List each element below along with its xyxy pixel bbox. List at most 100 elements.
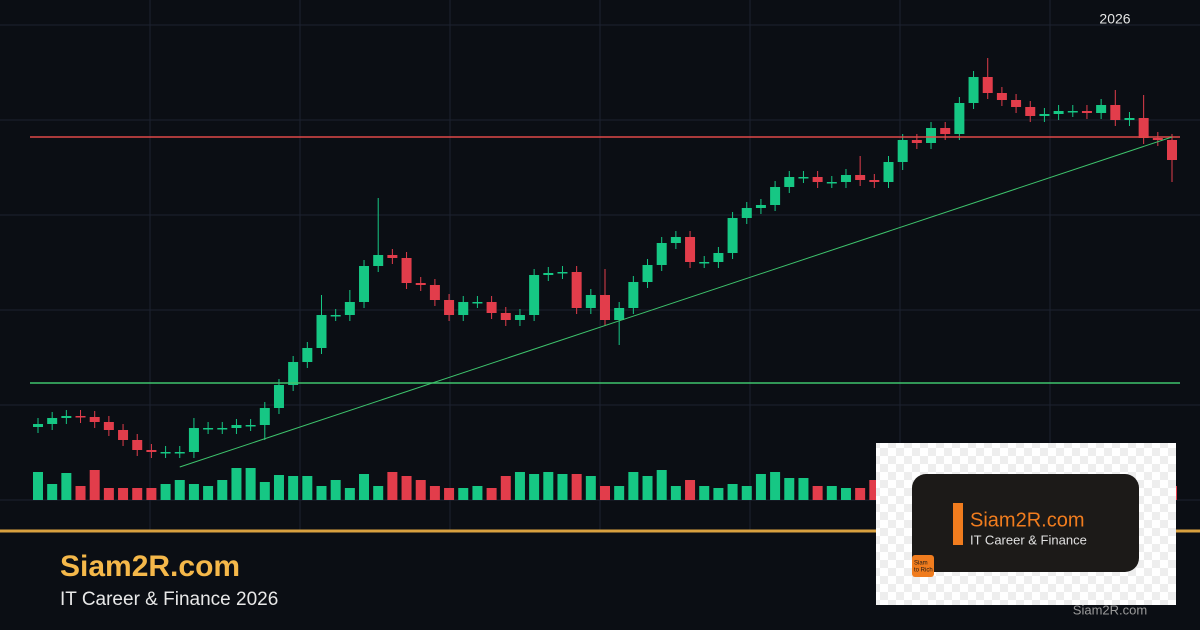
candle-body [699, 262, 710, 264]
candle-body [47, 418, 58, 424]
candle-body [302, 348, 313, 362]
candle-body [259, 408, 270, 425]
volume-bar [33, 472, 43, 500]
volume-bar [401, 476, 412, 500]
volume-bar [670, 486, 681, 500]
volume-bar [514, 472, 525, 500]
volume-bar [146, 488, 157, 500]
volume-bar [132, 488, 143, 500]
volume-bar [840, 488, 851, 500]
volume-bar [713, 488, 724, 500]
volume-bar [415, 480, 426, 500]
candle-body [897, 140, 908, 162]
candle-body [614, 308, 625, 320]
candle-body [1053, 111, 1064, 114]
candle-body [642, 265, 653, 282]
candle-body [514, 315, 525, 320]
volume-bar [472, 486, 483, 500]
volume-bar [316, 486, 327, 500]
volume-bar [699, 486, 710, 500]
trendline [179, 136, 1173, 468]
candle-body [557, 272, 568, 274]
candle-body [415, 283, 426, 285]
candle-body [273, 385, 284, 408]
candle-body [954, 103, 965, 134]
volume-bar [529, 474, 540, 500]
candle-body [1110, 105, 1121, 120]
volume-bar [89, 470, 100, 500]
candle-body [571, 272, 582, 308]
volume-bar [444, 488, 455, 500]
volume-bar [543, 472, 554, 500]
candle-body [500, 313, 511, 320]
candle-body [373, 255, 384, 266]
volume-bar [288, 476, 299, 500]
candle-body [982, 77, 993, 93]
volume-bar [585, 476, 596, 500]
candle-body [656, 243, 667, 265]
candle-body [1067, 111, 1078, 113]
card-title: Siam2R.com [970, 509, 1084, 531]
candle-body [174, 452, 185, 454]
candle-body [458, 302, 469, 315]
volume-bar [174, 480, 185, 500]
candle-body [387, 255, 398, 258]
candle-body [486, 302, 497, 313]
candle-body [1081, 111, 1092, 113]
volume-bar [344, 488, 355, 500]
candle-body [840, 175, 851, 182]
candle-body [996, 93, 1007, 100]
candle-body [188, 428, 199, 452]
candle-body [231, 425, 242, 428]
candle-body [89, 417, 100, 422]
candle-body [968, 77, 979, 103]
candle-body [344, 302, 355, 315]
volume-bar [571, 474, 582, 500]
volume-bar [75, 486, 86, 500]
volume-bar [741, 486, 752, 500]
candle-body [585, 295, 596, 308]
volume-bar [826, 486, 837, 500]
candle-body [1011, 100, 1022, 107]
brand-subtitle: IT Career & Finance 2026 [60, 589, 278, 610]
volume-bar [245, 468, 256, 500]
candle-body [798, 177, 809, 179]
volume-bar [656, 470, 667, 500]
candle-body [770, 187, 781, 205]
candle-body [529, 275, 540, 315]
candle-body [1096, 105, 1107, 113]
candle-body [911, 140, 922, 143]
candle-body [472, 302, 483, 304]
candle-body [826, 182, 837, 184]
volume-bar [855, 488, 866, 500]
badge [912, 555, 934, 577]
candle-body [75, 416, 86, 418]
candle-body [1152, 138, 1163, 140]
watermark: Siam2R.com [1073, 602, 1147, 617]
candle-body [883, 162, 894, 182]
candle-body [713, 253, 724, 262]
volume-bar [273, 475, 284, 500]
volume-bar [387, 472, 398, 500]
volume-bar [600, 486, 610, 500]
candle-body [727, 218, 738, 253]
year-label: 2026 [1099, 11, 1130, 27]
volume-bar [628, 472, 639, 500]
candle-body [1039, 114, 1050, 116]
candle-body [940, 128, 951, 134]
volume-bar [61, 473, 72, 500]
candle-body [103, 422, 114, 430]
candle-body [429, 285, 440, 300]
candle-body [33, 424, 43, 427]
volume-bar [500, 476, 511, 500]
volume-bar [458, 488, 469, 500]
volume-bar [302, 476, 313, 500]
candle-body [869, 180, 880, 182]
volume-bar [359, 474, 370, 500]
candle-body [330, 315, 341, 317]
candle-body [146, 450, 157, 452]
candle-body [217, 428, 228, 430]
volume-bar [685, 480, 696, 500]
volume-bar [770, 472, 781, 500]
